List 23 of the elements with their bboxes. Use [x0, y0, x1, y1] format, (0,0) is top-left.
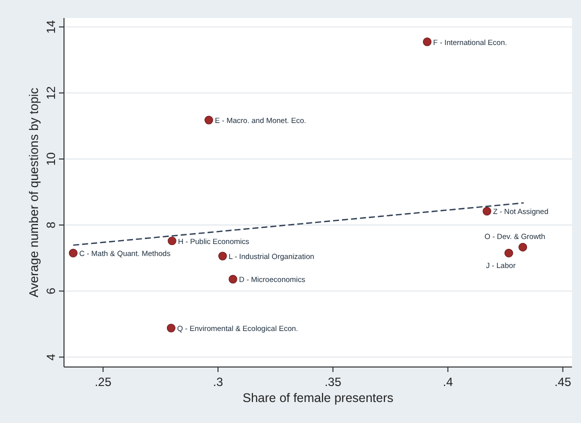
point: [422, 37, 432, 46]
point: [504, 248, 514, 258]
point: [482, 206, 492, 216]
point: [218, 252, 227, 260]
x-tick-label: .35: [324, 375, 342, 389]
y-tick-label: 8: [44, 221, 58, 228]
point: [68, 248, 78, 258]
y-tick-label: 14: [44, 20, 58, 34]
x-tick-label: .45: [554, 375, 572, 389]
x-tick-label: .3: [213, 375, 224, 389]
point: [168, 236, 176, 246]
point: [166, 324, 176, 332]
y-tick-label: 4: [44, 353, 58, 360]
x-tick-label: .25: [94, 375, 112, 389]
y-axis-title: Average number of questions by topic: [27, 88, 41, 298]
point: [228, 274, 238, 284]
y-tick-label: 12: [44, 86, 58, 100]
y-tick-label: 10: [44, 152, 58, 166]
y-tick-label: 6: [44, 287, 58, 294]
point: [518, 242, 528, 252]
point: [204, 116, 214, 124]
x-axis-title: Share of female presenters: [242, 391, 394, 405]
x-tick-label: .4: [442, 375, 454, 389]
